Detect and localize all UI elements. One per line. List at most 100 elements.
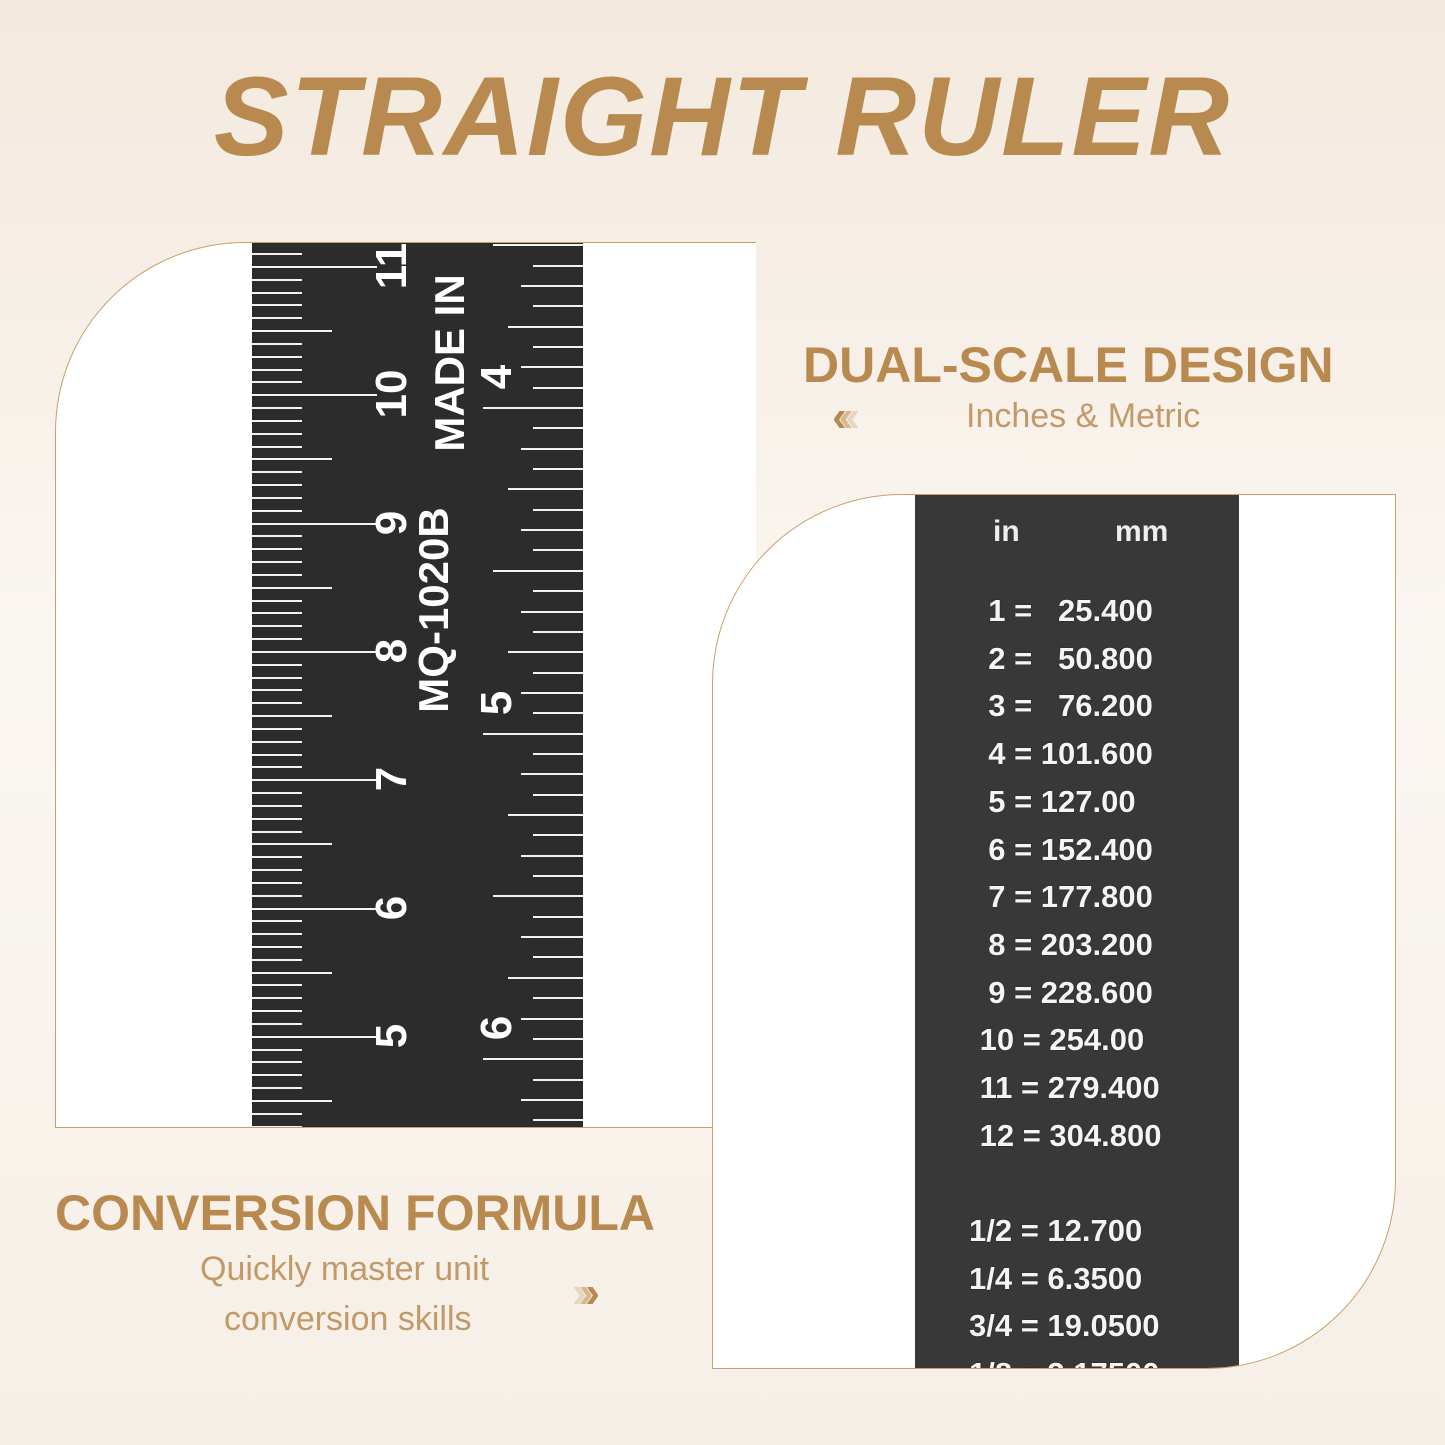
mm-tick bbox=[252, 779, 377, 782]
inch-tick bbox=[493, 244, 583, 247]
conversion-row: 10 = 254.00 bbox=[971, 1022, 1145, 1058]
inch-tick bbox=[533, 1037, 583, 1040]
cm-label: 11 bbox=[367, 242, 416, 290]
mm-tick bbox=[252, 766, 302, 769]
inch-tick bbox=[483, 407, 583, 409]
mm-tick bbox=[252, 368, 302, 371]
mm-tick bbox=[252, 971, 332, 974]
inch-tick bbox=[508, 651, 583, 654]
conversion-row: 7 = 177.800 bbox=[971, 879, 1153, 915]
mm-tick bbox=[252, 1061, 302, 1064]
inch-tick bbox=[533, 630, 583, 633]
inch-tick bbox=[521, 691, 583, 694]
mm-tick bbox=[252, 676, 302, 679]
mm-tick bbox=[252, 997, 302, 1000]
inch-tick bbox=[533, 875, 583, 878]
mm-tick bbox=[252, 304, 302, 307]
inch-tick bbox=[508, 814, 583, 816]
inch-tick bbox=[533, 468, 583, 471]
inch-tick bbox=[533, 590, 583, 593]
mm-tick bbox=[252, 573, 302, 576]
mm-tick bbox=[252, 522, 377, 525]
inch-tick bbox=[521, 773, 583, 776]
inch-tick bbox=[521, 610, 583, 613]
inch-tick bbox=[533, 712, 583, 715]
model-text: MQ-1020B bbox=[410, 507, 457, 713]
inch-tick bbox=[533, 264, 583, 267]
conversion-row: 5 = 127.00 bbox=[971, 783, 1136, 819]
mm-tick bbox=[252, 484, 302, 487]
conversion-row: 9 = 228.600 bbox=[971, 974, 1153, 1010]
mm-tick bbox=[252, 535, 302, 538]
chevrons-right-icon: ››› bbox=[572, 1268, 600, 1317]
ruler-scale: 11 10 9 8 7 6 5 4 5 6 MQ-1020B MADE IN bbox=[252, 242, 583, 1127]
mm-tick bbox=[252, 471, 302, 474]
inch-tick bbox=[533, 305, 583, 308]
inch-tick bbox=[533, 1119, 583, 1122]
mm-tick bbox=[252, 702, 302, 705]
conversion-row: 6 = 152.400 bbox=[971, 831, 1153, 867]
mm-tick bbox=[252, 1074, 302, 1077]
mm-tick bbox=[252, 496, 302, 499]
mm-tick bbox=[252, 394, 377, 397]
mm-tick bbox=[252, 612, 302, 615]
mm-tick bbox=[252, 1035, 377, 1038]
mm-tick bbox=[252, 561, 302, 564]
inch-tick bbox=[508, 976, 583, 979]
fraction-row: 1/4 = 6.3500 bbox=[969, 1260, 1143, 1296]
inch-tick bbox=[521, 1098, 583, 1101]
mm-tick bbox=[252, 509, 302, 512]
conversion-row: 8 = 203.200 bbox=[971, 926, 1153, 962]
mm-tick bbox=[252, 278, 302, 281]
inch-tick bbox=[533, 834, 583, 837]
mm-tick bbox=[252, 625, 302, 628]
mm-tick bbox=[252, 881, 302, 884]
fraction-row: 1/2 = 12.700 bbox=[969, 1213, 1143, 1248]
inch-tick bbox=[533, 508, 583, 511]
mm-tick bbox=[252, 817, 302, 820]
inch-tick bbox=[521, 529, 583, 532]
mm-tick bbox=[252, 342, 302, 345]
cm-label: 10 bbox=[367, 369, 416, 419]
conversion-subtitle-1: Quickly master unit bbox=[200, 1250, 490, 1288]
mm-tick bbox=[252, 689, 302, 692]
inch-tick bbox=[533, 386, 583, 389]
mm-tick bbox=[252, 1048, 302, 1051]
conversion-subtitle-2: conversion skills bbox=[224, 1300, 472, 1338]
mm-tick bbox=[252, 650, 377, 653]
mm-tick bbox=[252, 458, 332, 461]
inch-tick bbox=[533, 549, 583, 552]
inch-tick bbox=[521, 1017, 583, 1020]
mm-tick bbox=[252, 856, 302, 859]
inch-tick bbox=[508, 325, 583, 328]
mm-tick bbox=[252, 1022, 302, 1025]
mm-tick bbox=[252, 432, 302, 435]
mm-tick bbox=[252, 715, 332, 718]
mm-tick bbox=[252, 1087, 302, 1090]
inch-tick bbox=[521, 936, 583, 939]
dual-scale-heading: DUAL-SCALE DESIGN bbox=[803, 337, 1334, 393]
inch-label: 4 bbox=[472, 364, 521, 390]
mm-tick bbox=[252, 804, 302, 807]
mm-tick bbox=[252, 599, 302, 602]
inch-tick bbox=[521, 854, 583, 857]
mm-tick bbox=[252, 753, 302, 756]
mm-tick bbox=[252, 1125, 302, 1127]
conversion-row: 1 = 25.400 bbox=[971, 593, 1153, 628]
mm-tick bbox=[252, 638, 302, 641]
mm-tick bbox=[252, 1112, 302, 1115]
mm-tick bbox=[252, 869, 302, 871]
ruler-photo-panel: 11 10 9 8 7 6 5 4 5 6 MQ-1020B MADE IN bbox=[55, 242, 756, 1128]
made-in-label: MADE IN bbox=[426, 274, 473, 452]
mm-tick bbox=[252, 1010, 302, 1013]
inch-tick bbox=[533, 997, 583, 1000]
inch-tick bbox=[508, 488, 583, 491]
mm-tick bbox=[252, 381, 302, 384]
col-in: in bbox=[993, 515, 1020, 548]
inch-tick bbox=[533, 956, 583, 959]
mm-tick bbox=[252, 330, 332, 333]
chevrons-left-icon: ‹‹‹ bbox=[832, 392, 860, 441]
inch-tick bbox=[533, 752, 583, 755]
conversion-table: in mm 1 = 25.400 2 = 50.800 3 = 76.200 4… bbox=[915, 495, 1239, 1368]
inch-tick bbox=[533, 915, 583, 918]
